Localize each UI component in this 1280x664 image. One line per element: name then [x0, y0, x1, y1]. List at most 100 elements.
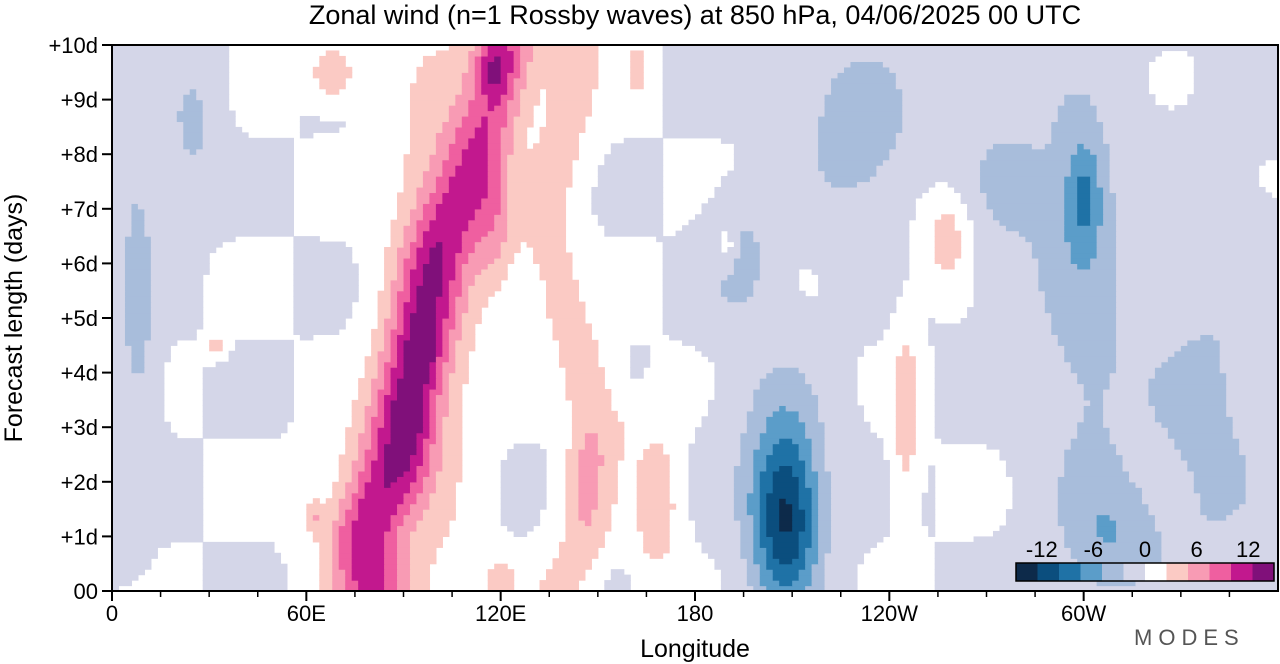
- field-cell: [202, 137, 294, 144]
- field-cell: [319, 514, 340, 521]
- field-cell: [1154, 410, 1227, 417]
- field-cell: [934, 252, 962, 259]
- field-cell: [409, 580, 431, 587]
- field-cell: [377, 301, 392, 308]
- field-cell: [578, 498, 599, 505]
- field-cell: [818, 558, 826, 565]
- field-cell: [533, 45, 599, 52]
- field-cell: [338, 459, 353, 467]
- colorbar-label: 6: [1190, 537, 1202, 562]
- field-cell: [831, 83, 897, 90]
- field-cell: [448, 110, 469, 117]
- field-cell: [1064, 197, 1078, 204]
- field-cell: [409, 121, 443, 128]
- field-cell: [319, 541, 333, 548]
- field-cell: [448, 378, 469, 385]
- field-cell: [403, 241, 411, 248]
- field-cell: [332, 563, 340, 570]
- field-cell: [513, 55, 521, 62]
- field-cell: [1167, 432, 1234, 439]
- field-cell: [1219, 339, 1278, 346]
- field-cell: [319, 552, 333, 559]
- field-cell: [112, 208, 133, 215]
- field-cell: [746, 296, 897, 303]
- field-cell: [934, 367, 1072, 374]
- field-cell: [552, 334, 592, 341]
- field-cell: [546, 285, 579, 292]
- field-cell: [345, 580, 359, 587]
- field-cell: [818, 148, 890, 155]
- field-cell: [1116, 236, 1278, 243]
- field-cell: [429, 421, 437, 428]
- field-cell: [597, 176, 664, 183]
- field-cell: [571, 427, 625, 434]
- field-cell: [1116, 334, 1201, 341]
- field-cell: [202, 388, 294, 396]
- field-cell: [112, 345, 133, 352]
- field-cell: [448, 296, 456, 303]
- field-cell: [701, 416, 748, 423]
- field-cell: [455, 318, 463, 325]
- field-cell: [986, 203, 1065, 210]
- field-cell: [1051, 121, 1104, 128]
- field-cell: [662, 247, 722, 254]
- field-cell: [384, 361, 398, 368]
- field-cell: [500, 170, 508, 177]
- field-cell: [1077, 427, 1111, 434]
- field-cell: [351, 503, 359, 510]
- field-cell: [992, 214, 1065, 221]
- field-cell: [1232, 421, 1278, 428]
- field-cell: [112, 148, 191, 155]
- field-cell: [422, 203, 437, 210]
- field-cell: [397, 530, 411, 537]
- field-cell: [662, 312, 890, 319]
- field-cell: [934, 230, 962, 237]
- field-cell: [759, 498, 767, 505]
- field-cell: [124, 328, 152, 335]
- field-cell: [435, 323, 443, 330]
- field-cell: [371, 328, 385, 335]
- field-cell: [811, 268, 910, 275]
- field-cell: [422, 388, 431, 396]
- field-cell: [1070, 170, 1098, 177]
- field-cell: [429, 394, 437, 401]
- field-cell: [1077, 263, 1091, 270]
- field-cell: [934, 569, 1085, 576]
- field-cell: [455, 339, 476, 346]
- field-cell: [507, 236, 567, 243]
- field-cell: [377, 290, 392, 297]
- field-cell: [779, 405, 787, 412]
- field-cell: [565, 372, 605, 379]
- field-cell: [591, 192, 664, 199]
- field-cell: [1206, 514, 1227, 521]
- field-cell: [409, 563, 431, 570]
- field-cell: [409, 285, 418, 292]
- field-cell: [921, 514, 936, 521]
- field-cell: [805, 509, 813, 516]
- field-cell: [403, 181, 424, 188]
- field-cell: [934, 350, 1065, 357]
- field-cell: [338, 509, 346, 516]
- field-cell: [934, 563, 1078, 570]
- field-cell: [688, 219, 910, 226]
- field-cell: [818, 514, 832, 521]
- field-cell: [435, 432, 443, 439]
- field-cell: [1044, 143, 1078, 150]
- field-cell: [733, 148, 819, 155]
- field-cell: [1096, 525, 1117, 532]
- field-cell: [539, 274, 573, 281]
- field-cell: [740, 241, 761, 248]
- field-cell: [759, 257, 910, 264]
- field-cell: [435, 399, 450, 406]
- field-cell: [358, 394, 372, 401]
- field-cell: [1096, 252, 1117, 259]
- field-cell: [494, 225, 508, 232]
- field-cell: [1005, 514, 1059, 521]
- field-cell: [390, 334, 398, 341]
- field-cell: [468, 110, 508, 117]
- field-cell: [869, 176, 981, 183]
- field-cell: [403, 345, 437, 352]
- field-cell: [332, 536, 340, 543]
- field-cell: [811, 465, 826, 472]
- field-cell: [792, 514, 806, 521]
